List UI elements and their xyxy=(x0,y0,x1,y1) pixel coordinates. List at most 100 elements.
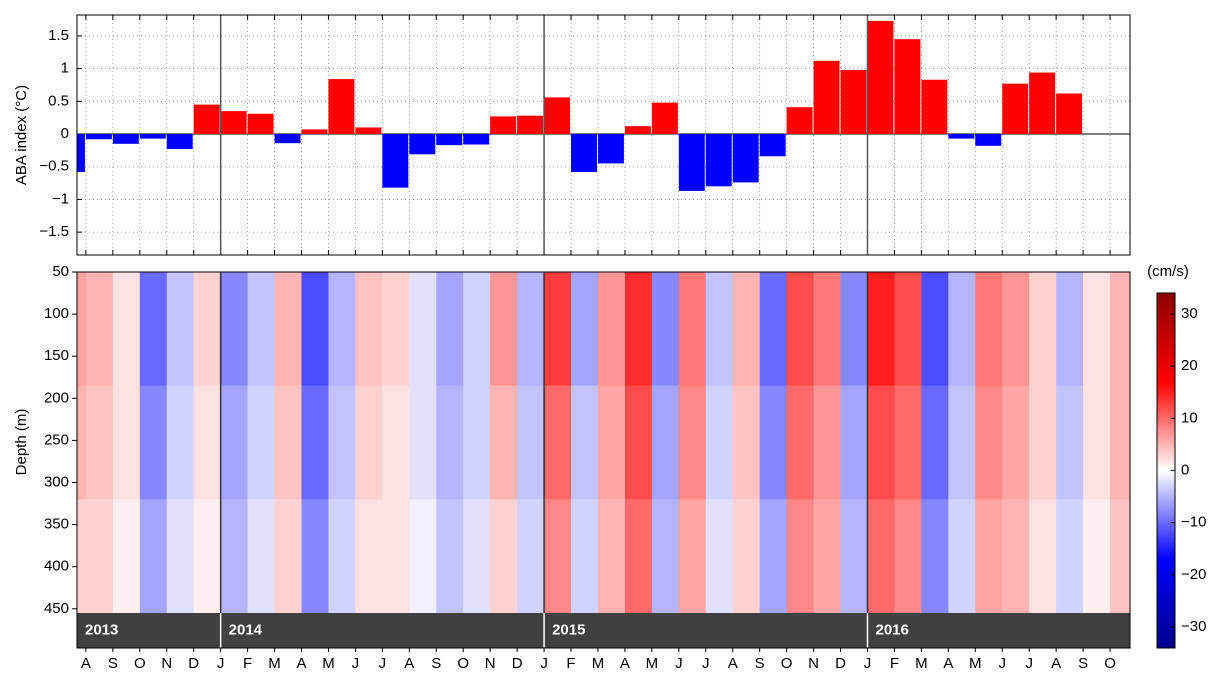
heatmap-cell xyxy=(678,499,707,613)
bar xyxy=(85,134,112,140)
x-tick-label: S xyxy=(108,655,118,672)
heatmap-cell xyxy=(921,385,949,500)
bar xyxy=(301,129,328,135)
heatmap-cell xyxy=(193,385,222,500)
heatmap-cell xyxy=(1029,385,1057,500)
heatmap-cell xyxy=(382,499,410,613)
x-tick-label: J xyxy=(702,655,710,672)
bar xyxy=(517,115,544,135)
heatmap-cell xyxy=(220,385,249,500)
x-tick-label: N xyxy=(485,655,496,672)
year-band xyxy=(77,613,1130,648)
heatmap-cell xyxy=(463,385,491,500)
heatmap-cell xyxy=(355,385,383,500)
heatmap-cell xyxy=(77,272,87,387)
y-tick-label: 100 xyxy=(44,305,69,322)
y-tick-label: 50 xyxy=(52,263,69,280)
heatmap-cell xyxy=(1056,272,1084,387)
heatmap-cell xyxy=(85,385,114,500)
heatmap-cell xyxy=(1029,272,1057,387)
y-tick-label: 300 xyxy=(44,473,69,490)
y-tick-label: −1.5 xyxy=(39,223,69,240)
bar xyxy=(840,69,867,135)
heatmap-cell xyxy=(597,499,626,613)
x-tick-label: A xyxy=(620,655,630,672)
x-tick-label: O xyxy=(134,655,146,672)
heatmap-cell xyxy=(1056,385,1084,500)
y-tick-label: 0.5 xyxy=(48,92,69,109)
x-tick-label: D xyxy=(188,655,199,672)
x-tick-label: O xyxy=(1104,655,1116,672)
x-tick-label: J xyxy=(540,655,548,672)
bar xyxy=(597,134,624,164)
bar xyxy=(328,79,355,135)
bar xyxy=(463,134,490,145)
x-tick-label: J xyxy=(352,655,360,672)
heatmap-cell xyxy=(247,272,276,387)
heatmap-cell xyxy=(948,272,976,387)
x-tick-label: J xyxy=(864,655,872,672)
x-tick-label: S xyxy=(755,655,765,672)
x-tick-label: D xyxy=(835,655,846,672)
heatmap-cell xyxy=(1002,272,1030,387)
colorbar-label: (cm/s) xyxy=(1147,263,1189,280)
heatmap-cell xyxy=(328,272,356,387)
colorbar-tick-label: −20 xyxy=(1181,566,1206,583)
year-label: 2014 xyxy=(229,621,263,638)
bars xyxy=(77,20,1083,191)
heatmap-cell xyxy=(139,385,168,500)
bar xyxy=(247,113,274,135)
x-tick-label: D xyxy=(512,655,523,672)
heatmap-cell xyxy=(193,272,222,387)
year-label: 2013 xyxy=(85,621,118,638)
bar xyxy=(759,134,786,157)
heatmap-cell xyxy=(894,499,922,613)
heatmap xyxy=(77,272,1130,613)
bar xyxy=(1056,93,1083,135)
y-tick-label: 350 xyxy=(44,516,69,533)
y-tick-label: 150 xyxy=(44,347,69,364)
heatmap-cell xyxy=(571,272,599,387)
heatmap-cell xyxy=(624,385,653,500)
bar xyxy=(732,134,759,183)
x-tick-label: O xyxy=(781,655,793,672)
y-tick-label: −1 xyxy=(52,190,69,207)
heatmap-cell xyxy=(409,272,437,387)
heatmap-cell xyxy=(517,272,545,387)
heatmap-cell xyxy=(651,385,680,500)
heatmap-cell xyxy=(139,499,168,613)
heatmap-cell xyxy=(813,272,842,387)
heatmap-cell xyxy=(597,272,626,387)
heatmap-cell xyxy=(112,272,141,387)
heatmap-cell xyxy=(409,499,437,613)
heatmap-cell xyxy=(247,385,276,500)
bar xyxy=(77,134,85,172)
colorbar-tick-label: 0 xyxy=(1181,461,1189,478)
heatmap-cell xyxy=(975,499,1003,613)
heatmap-cell xyxy=(705,272,734,387)
bar xyxy=(112,134,139,144)
heatmap-cell xyxy=(382,272,410,387)
heatmap-cell xyxy=(220,499,249,613)
bar xyxy=(786,107,813,135)
x-tick-label: O xyxy=(457,655,469,672)
heatmap-cell xyxy=(544,499,572,613)
heatmap-cell xyxy=(301,499,329,613)
y-tick-label: 400 xyxy=(44,558,69,575)
heatmap-cell xyxy=(840,385,868,500)
heatmap-cell xyxy=(975,385,1003,500)
heatmap-cell xyxy=(355,499,383,613)
x-tick-label: A xyxy=(296,655,306,672)
heatmap-cell xyxy=(1110,272,1130,387)
heatmap-cell xyxy=(85,272,114,387)
x-tick-label: M xyxy=(268,655,281,672)
heatmap-cell xyxy=(705,385,734,500)
heatmap-cell xyxy=(921,499,949,613)
x-tick-label: A xyxy=(1051,655,1061,672)
heatmap-cell xyxy=(490,499,518,613)
x-tick-label: S xyxy=(431,655,441,672)
heatmap-cell xyxy=(651,272,680,387)
heatmap-cell xyxy=(948,385,976,500)
x-tick-label: J xyxy=(379,655,387,672)
heatmap-cell xyxy=(759,499,788,613)
